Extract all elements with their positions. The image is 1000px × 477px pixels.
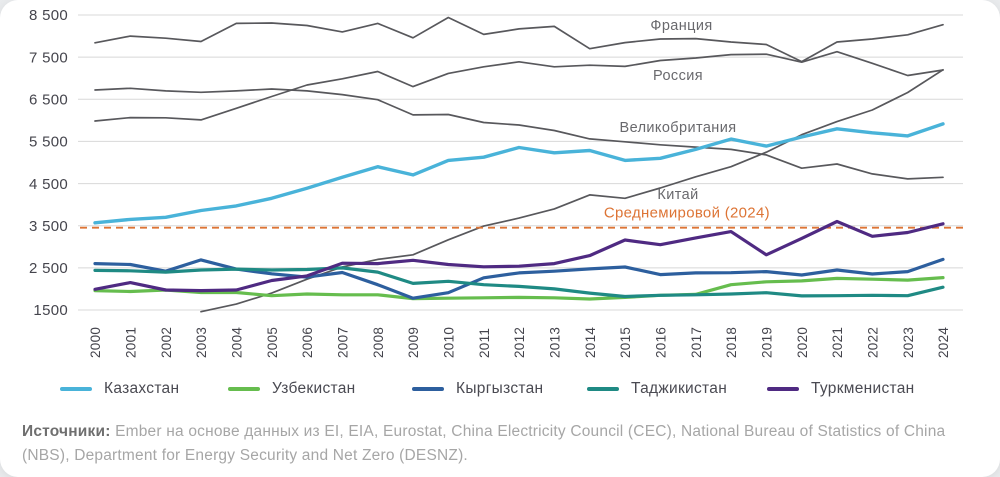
y-tick-label: 8 500 [29, 7, 68, 24]
legend-label-kazakhstan: Казахстан [104, 380, 180, 397]
x-tick-label: 2020 [795, 327, 810, 358]
legend-item-kazakhstan: Казахстан [60, 378, 179, 400]
y-tick-label: 7 500 [29, 49, 68, 66]
series-line-tajikistan [93, 266, 945, 299]
series-line-turkmenistan [93, 219, 945, 293]
series-line-kazakhstan [93, 122, 945, 225]
y-tick-label: 1500 [33, 302, 68, 319]
x-tick-label: 2022 [866, 327, 881, 358]
legend-item-tajikistan: Таджикистан [587, 378, 727, 400]
x-tick-label: 2006 [300, 327, 315, 358]
legend-item-kyrgyzstan: Кыргызстан [412, 378, 543, 400]
series-label-russia: Россия [653, 68, 703, 84]
legend-label-turkmenistan: Туркменистан [811, 380, 915, 397]
y-tick-label: 5 500 [29, 134, 68, 151]
series-line-france [94, 16, 944, 63]
y-tick-label: 6 500 [29, 92, 68, 109]
x-tick-label: 2008 [371, 327, 386, 358]
world-average-label: Среднемировой (2024) [604, 205, 770, 222]
legend-label-tajikistan: Таджикистан [631, 380, 728, 397]
series-label-france: Франция [650, 18, 712, 34]
y-tick-label: 3 500 [29, 218, 68, 235]
x-tick-label: 2016 [654, 327, 669, 358]
y-tick-label: 2 500 [29, 260, 68, 277]
source-text: Ember на основе данных из EI, EIA, Euros… [22, 423, 946, 465]
legend-swatch-kazakhstan [60, 387, 92, 391]
x-tick-label: 2004 [230, 327, 245, 358]
legend-item-uzbekistan: Узбекистан [228, 378, 356, 400]
y-tick-label: 4 500 [29, 176, 68, 193]
series-line-russia [94, 50, 944, 122]
x-tick-label: 2013 [548, 327, 563, 358]
legend-swatch-uzbekistan [228, 387, 260, 391]
source-note: Источники: Ember на основе данных из EI,… [22, 420, 972, 468]
chart-legend: Казахстан Узбекистан Кыргызстан Таджикистан… [0, 378, 1000, 400]
series-line-uzbekistan [93, 276, 945, 301]
x-tick-label: 2011 [477, 328, 492, 358]
x-tick-label: 2019 [760, 327, 775, 358]
x-tick-label: 2012 [512, 327, 527, 358]
x-tick-label: 2001 [124, 327, 139, 358]
x-tick-label: 2018 [724, 327, 739, 358]
x-tick-label: 2024 [936, 327, 951, 358]
series-label-china: Китай [657, 187, 698, 203]
x-tick-label: 2009 [406, 327, 421, 358]
legend-swatch-kyrgyzstan [412, 387, 444, 391]
x-tick-label: 2014 [583, 327, 598, 358]
legend-label-uzbekistan: Узбекистан [272, 380, 356, 397]
x-tick-label: 2010 [442, 327, 457, 358]
line-chart: 8 500 7 500 6 500 5 500 4 500 3 500 2 500 1500 2… [29, 7, 963, 358]
legend-swatch-turkmenistan [767, 387, 799, 391]
x-tick-label: 2002 [159, 327, 174, 358]
x-tick-label: 2017 [689, 327, 704, 358]
legend-item-turkmenistan: Туркменистан [767, 378, 915, 400]
x-tick-label: 2003 [194, 327, 209, 358]
series-line-china [200, 68, 944, 313]
x-tick-label: 2007 [336, 327, 351, 358]
legend-swatch-tajikistan [587, 387, 619, 391]
source-label: Источники: [22, 423, 111, 440]
series-line-uk [94, 87, 944, 180]
x-tick-label: 2023 [901, 327, 916, 358]
x-tick-label: 2021 [830, 327, 845, 358]
x-tick-label: 2015 [618, 327, 633, 358]
x-tick-label: 2000 [88, 327, 103, 358]
x-tick-label: 2005 [265, 327, 280, 358]
series-label-uk: Великобритания [620, 120, 737, 136]
legend-label-kyrgyzstan: Кыргызстан [456, 380, 544, 397]
